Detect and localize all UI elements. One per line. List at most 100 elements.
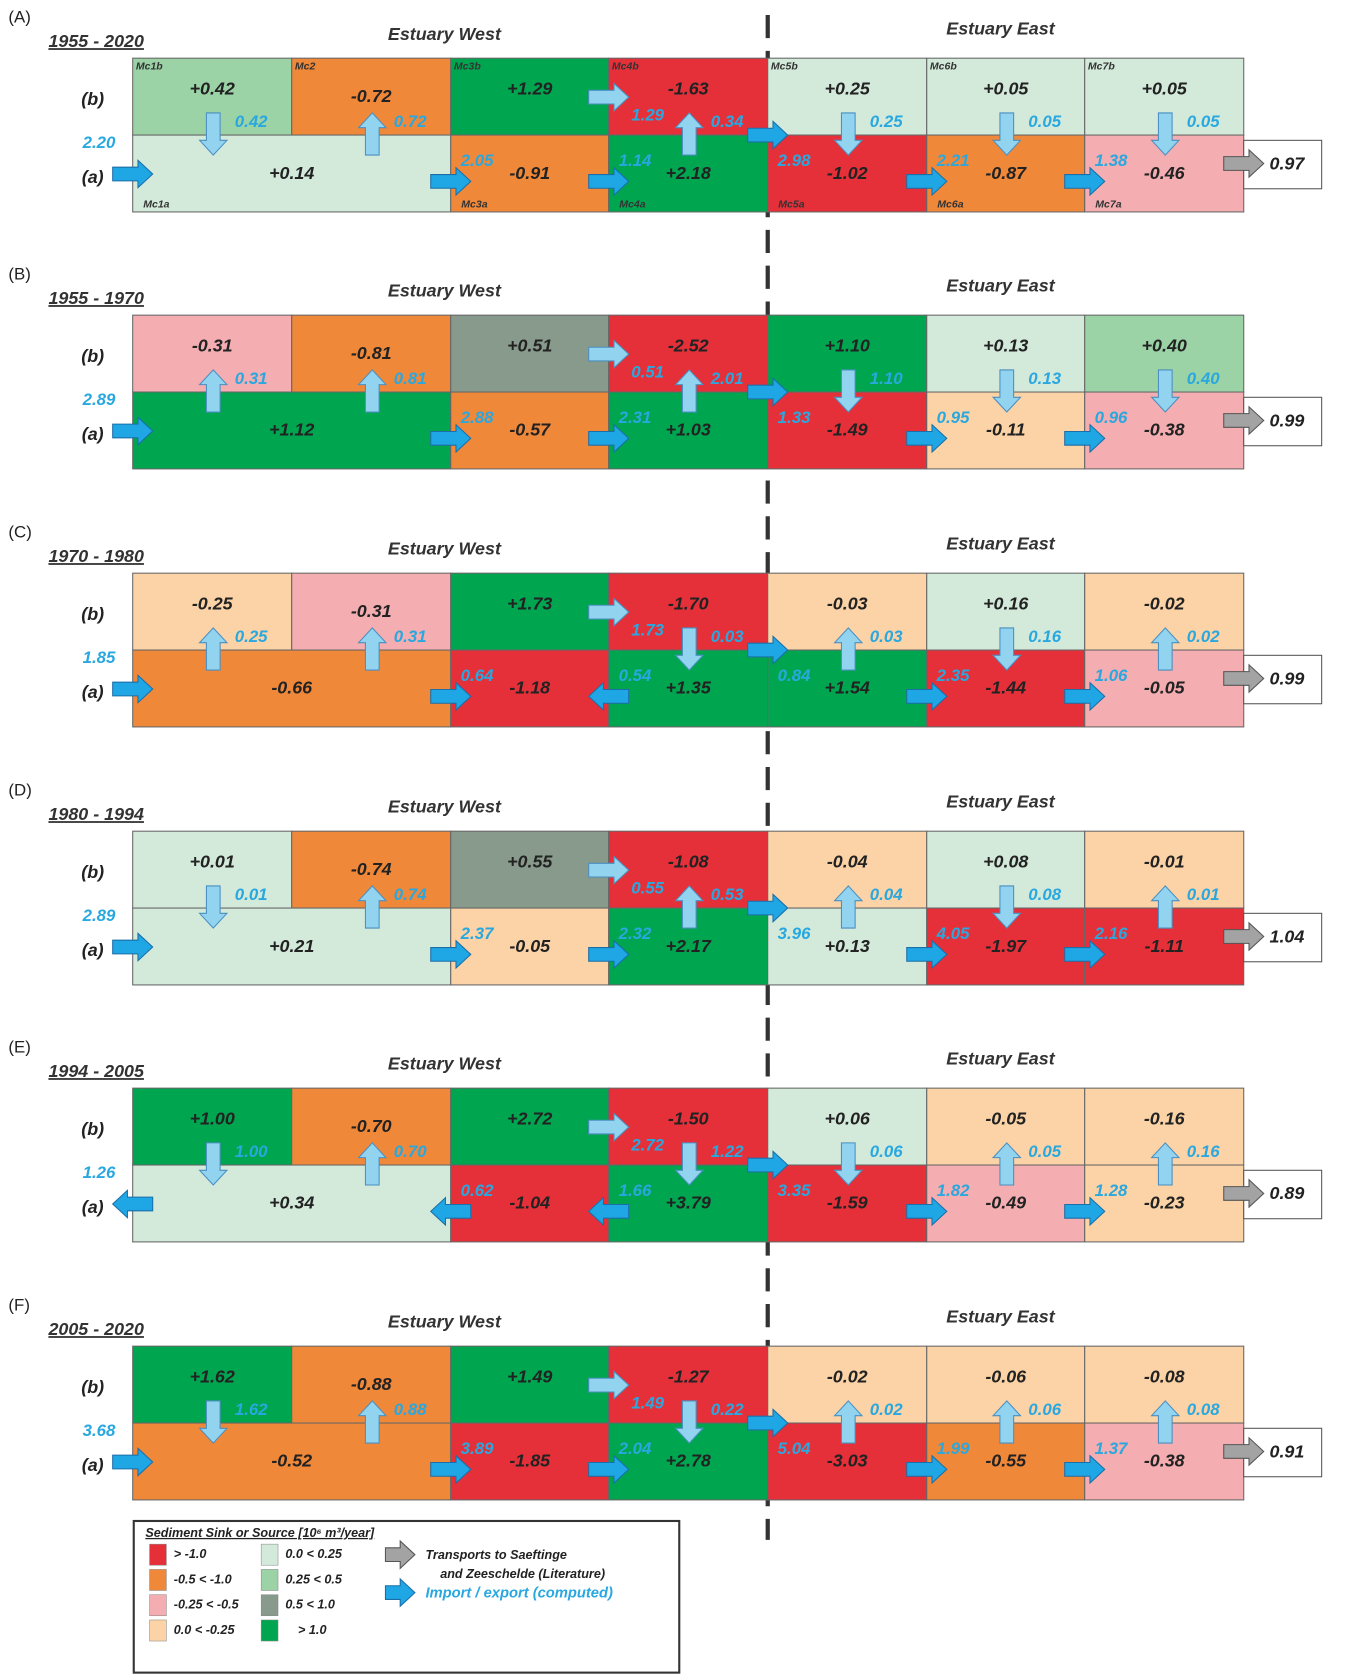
outflow-value: 1.04 <box>1270 926 1305 946</box>
exchange-value: 0.13 <box>1028 369 1061 388</box>
cell-value: -0.11 <box>986 420 1025 440</box>
cell-value: +1.03 <box>666 420 711 440</box>
exchange-value: 0.01 <box>235 885 268 904</box>
exchange-arrow <box>674 627 705 671</box>
cell-value: -0.87 <box>985 163 1027 183</box>
cell-value: -0.74 <box>351 859 392 879</box>
cell-value: +0.34 <box>269 1193 314 1213</box>
row-label: (a) <box>82 682 104 702</box>
region-west: Estuary West <box>388 539 502 559</box>
exchange-value: 0.42 <box>235 112 268 131</box>
exchange-arrow <box>357 1142 388 1186</box>
exchange-arrow <box>198 627 229 671</box>
exchange-value: 0.40 <box>1187 369 1220 388</box>
exchange-arrow <box>833 1400 864 1444</box>
exchange-arrow <box>198 885 229 929</box>
period: 1994 - 2005 <box>48 1061 145 1081</box>
exchange-arrow <box>833 369 864 413</box>
import-value: 2.37 <box>460 924 495 943</box>
cell-value: -1.02 <box>827 163 868 183</box>
row-label: (b) <box>81 1119 104 1139</box>
cell-value: +1.10 <box>825 335 870 355</box>
exchange-value: 0.06 <box>1028 1400 1061 1419</box>
import-arrow <box>429 1196 472 1227</box>
legend-gray-arrow <box>384 1539 416 1570</box>
row-label: (a) <box>82 940 104 960</box>
transfer-value: 0.51 <box>631 363 664 382</box>
cell-value: +1.62 <box>190 1366 235 1386</box>
cell-value: -0.88 <box>351 1374 392 1394</box>
import-value: 1.28 <box>1095 1181 1128 1200</box>
import-value: 1.06 <box>1095 666 1128 685</box>
exchange-arrow <box>1150 885 1181 929</box>
cell-value: +0.05 <box>1142 79 1188 99</box>
import-value: 1.82 <box>937 1181 970 1200</box>
row-label: (a) <box>82 167 104 187</box>
cell-value: +0.08 <box>983 852 1028 872</box>
cell-value: -1.04 <box>509 1193 550 1213</box>
row-label: (a) <box>82 1455 104 1475</box>
exchange-value: 0.88 <box>394 1400 427 1419</box>
import-value: 4.05 <box>936 924 970 943</box>
import-arrow <box>1064 1454 1106 1485</box>
cell-value: -0.72 <box>351 86 392 106</box>
exchange-arrow <box>1150 627 1181 671</box>
import-value: 1.38 <box>1095 151 1128 170</box>
cell-value: -1.18 <box>509 678 550 698</box>
import-value: 5.04 <box>778 1439 811 1458</box>
cell-value: +1.73 <box>507 593 552 613</box>
exchange-arrow <box>357 885 388 929</box>
exchange-value: 0.16 <box>1187 1142 1220 1161</box>
exchange-arrow <box>1150 1400 1181 1444</box>
cell-value: -0.06 <box>985 1366 1027 1386</box>
exchange-value: 0.03 <box>870 627 903 646</box>
cell-value: +2.18 <box>666 163 711 183</box>
import-value: 0.62 <box>461 1181 494 1200</box>
cell-value: -0.03 <box>827 593 868 613</box>
box-name: Mc5b <box>771 60 798 72</box>
import-arrow <box>430 423 472 454</box>
cell-value: +0.05 <box>983 79 1029 99</box>
exchange-value: 0.06 <box>870 1142 903 1161</box>
exchange-value: 0.70 <box>394 1142 427 1161</box>
region-east: Estuary East <box>946 275 1055 295</box>
exchange-arrow <box>198 112 229 156</box>
legend-title: Sediment Sink or Source [10⁶ m³/year] <box>145 1526 375 1540</box>
import-arrow <box>112 932 154 962</box>
period: 1955 - 1970 <box>48 288 144 308</box>
cell-value: -0.91 <box>509 163 550 183</box>
transfer-arrow <box>588 1112 630 1143</box>
import-value: 1.99 <box>937 1439 970 1458</box>
period: 1970 - 1980 <box>48 546 144 566</box>
cell-value: +2.17 <box>666 936 712 956</box>
region-west: Estuary West <box>388 797 502 817</box>
legend-label: -0.5 < -1.0 <box>174 1572 232 1586</box>
import-arrow <box>747 1150 789 1180</box>
exchange-arrow <box>198 1400 229 1444</box>
exchange-value: 0.08 <box>1028 885 1061 904</box>
exchange-arrow <box>1150 112 1181 156</box>
outflow-arrow <box>1223 1178 1265 1209</box>
cell-value: -2.52 <box>668 335 709 355</box>
panel-label: (D) <box>8 781 31 800</box>
import-value: 2.31 <box>618 408 652 427</box>
region-east: Estuary East <box>946 18 1055 38</box>
period: 2005 - 2020 <box>47 1319 144 1339</box>
region-west: Estuary West <box>388 1054 502 1074</box>
outflow-value: 0.97 <box>1270 153 1306 173</box>
cell-value: -0.05 <box>985 1108 1027 1128</box>
exchange-arrow <box>991 627 1022 671</box>
cell-value: -0.01 <box>1144 852 1185 872</box>
import-value: 1.85 <box>83 648 116 667</box>
import-value: 0.64 <box>461 666 494 685</box>
exchange-value: 0.25 <box>870 112 903 131</box>
transfer-arrow <box>588 855 630 886</box>
exchange-value: 0.04 <box>870 885 903 904</box>
cell-a <box>132 1422 452 1501</box>
box-name: Mc1a <box>143 198 169 210</box>
box-name: Mc1b <box>136 60 163 72</box>
exchange-arrow <box>674 1142 705 1186</box>
legend-label: -0.25 < -0.5 <box>174 1598 240 1612</box>
exchange-value: 0.34 <box>711 112 744 131</box>
